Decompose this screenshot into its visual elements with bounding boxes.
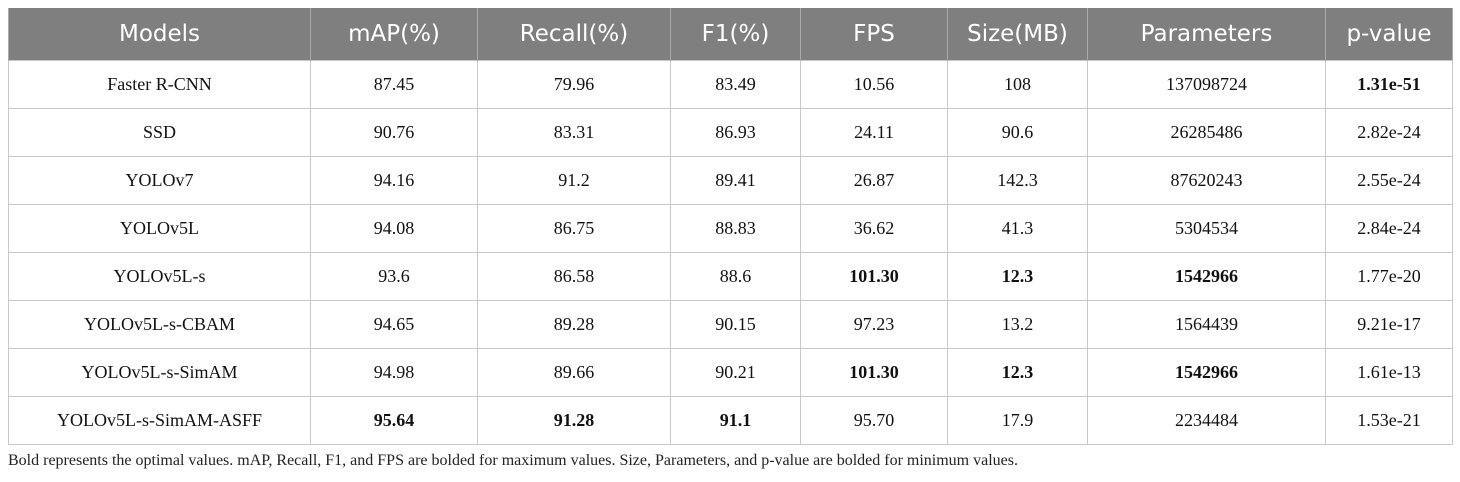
cell: YOLOv7 [8, 156, 311, 205]
cell: 137098724 [1087, 60, 1326, 109]
row: YOLOv5L-s-CBAM 94.65 89.28 90.15 97.23 13.2 15… [8, 300, 1453, 349]
footnote: Bold represents the optimal values. mAP,… [8, 452, 1018, 469]
cell: 1.53e-21 [1325, 396, 1453, 445]
cell: 101.30 [800, 252, 948, 301]
cell: 24.11 [800, 108, 948, 157]
cell: 142.3 [947, 156, 1088, 205]
row: SSD 90.76 83.31 86.93 24.11 90.6 26285486 2.82e… [8, 108, 1453, 157]
cell: 90.76 [310, 108, 478, 157]
cell: 26285486 [1087, 108, 1326, 157]
cell: SSD [8, 108, 311, 157]
cell: 89.28 [477, 300, 671, 349]
row: YOLOv7 94.16 91.2 89.41 26.87 142.3 87620243 2.… [8, 156, 1453, 205]
cell: 91.2 [477, 156, 671, 205]
cell: 89.66 [477, 348, 671, 397]
cell: 41.3 [947, 204, 1088, 253]
header-cell: p-value [1325, 8, 1453, 61]
cell: 95.64 [310, 396, 478, 445]
cell: 90.6 [947, 108, 1088, 157]
cell: 2.82e-24 [1325, 108, 1453, 157]
cell: 2.55e-24 [1325, 156, 1453, 205]
row: YOLOv5L 94.08 86.75 88.83 36.62 41.3 5304534 2.… [8, 204, 1453, 253]
cell: 86.93 [670, 108, 801, 157]
cell: 93.6 [310, 252, 478, 301]
cell: 89.41 [670, 156, 801, 205]
cell: 2.84e-24 [1325, 204, 1453, 253]
cell: 94.16 [310, 156, 478, 205]
header-cell: FPS [800, 8, 948, 61]
results-table: Models mAP(%) Recall(%) F1(%) FPS Size(M… [8, 8, 1453, 445]
cell: 1.31e-51 [1325, 60, 1453, 109]
cell: 101.30 [800, 348, 948, 397]
cell: 36.62 [800, 204, 948, 253]
cell: 1542966 [1087, 348, 1326, 397]
row: YOLOv5L-s-SimAM 94.98 89.66 90.21 101.30 12.3… [8, 348, 1453, 397]
header-cell: Recall(%) [477, 8, 671, 61]
cell: YOLOv5L-s-SimAM-ASFF [8, 396, 311, 445]
cell: 91.28 [477, 396, 671, 445]
cell: 13.2 [947, 300, 1088, 349]
header-cell: Parameters [1087, 8, 1326, 61]
cell: 12.3 [947, 348, 1088, 397]
header-cell: mAP(%) [310, 8, 478, 61]
cell: 12.3 [947, 252, 1088, 301]
header-cell: Size(MB) [947, 8, 1088, 61]
cell: 1.77e-20 [1325, 252, 1453, 301]
cell: 17.9 [947, 396, 1088, 445]
cell: 95.70 [800, 396, 948, 445]
cell: 97.23 [800, 300, 948, 349]
cell: 86.58 [477, 252, 671, 301]
cell: 1542966 [1087, 252, 1326, 301]
cell: 90.15 [670, 300, 801, 349]
header-cell: F1(%) [670, 8, 801, 61]
cell: 79.96 [477, 60, 671, 109]
cell: 88.6 [670, 252, 801, 301]
cell: 87.45 [310, 60, 478, 109]
cell: 87620243 [1087, 156, 1326, 205]
cell: 91.1 [670, 396, 801, 445]
header-cell: Models [8, 8, 311, 61]
cell: 26.87 [800, 156, 948, 205]
cell: YOLOv5L-s-CBAM [8, 300, 311, 349]
cell: 94.98 [310, 348, 478, 397]
cell: 83.49 [670, 60, 801, 109]
cell: 1.61e-13 [1325, 348, 1453, 397]
cell: 88.83 [670, 204, 801, 253]
row: Faster R-CNN 87.45 79.96 83.49 10.56 108 13709… [8, 60, 1453, 109]
cell: YOLOv5L [8, 204, 311, 253]
cell: 94.08 [310, 204, 478, 253]
header-row: Models mAP(%) Recall(%) F1(%) FPS Size(M… [8, 8, 1453, 61]
cell: 90.21 [670, 348, 801, 397]
cell: Faster R-CNN [8, 60, 311, 109]
cell: YOLOv5L-s [8, 252, 311, 301]
cell: 83.31 [477, 108, 671, 157]
row: YOLOv5L-s 93.6 86.58 88.6 101.30 12.3 1542966 1… [8, 252, 1453, 301]
cell: 2234484 [1087, 396, 1326, 445]
row: YOLOv5L-s-SimAM-ASFF 95.64 91.28 91.1 95.70 1… [8, 396, 1453, 445]
cell: 94.65 [310, 300, 478, 349]
cell: YOLOv5L-s-SimAM [8, 348, 311, 397]
cell: 108 [947, 60, 1088, 109]
cell: 5304534 [1087, 204, 1326, 253]
cell: 9.21e-17 [1325, 300, 1453, 349]
cell: 1564439 [1087, 300, 1326, 349]
cell: 86.75 [477, 204, 671, 253]
cell: 10.56 [800, 60, 948, 109]
